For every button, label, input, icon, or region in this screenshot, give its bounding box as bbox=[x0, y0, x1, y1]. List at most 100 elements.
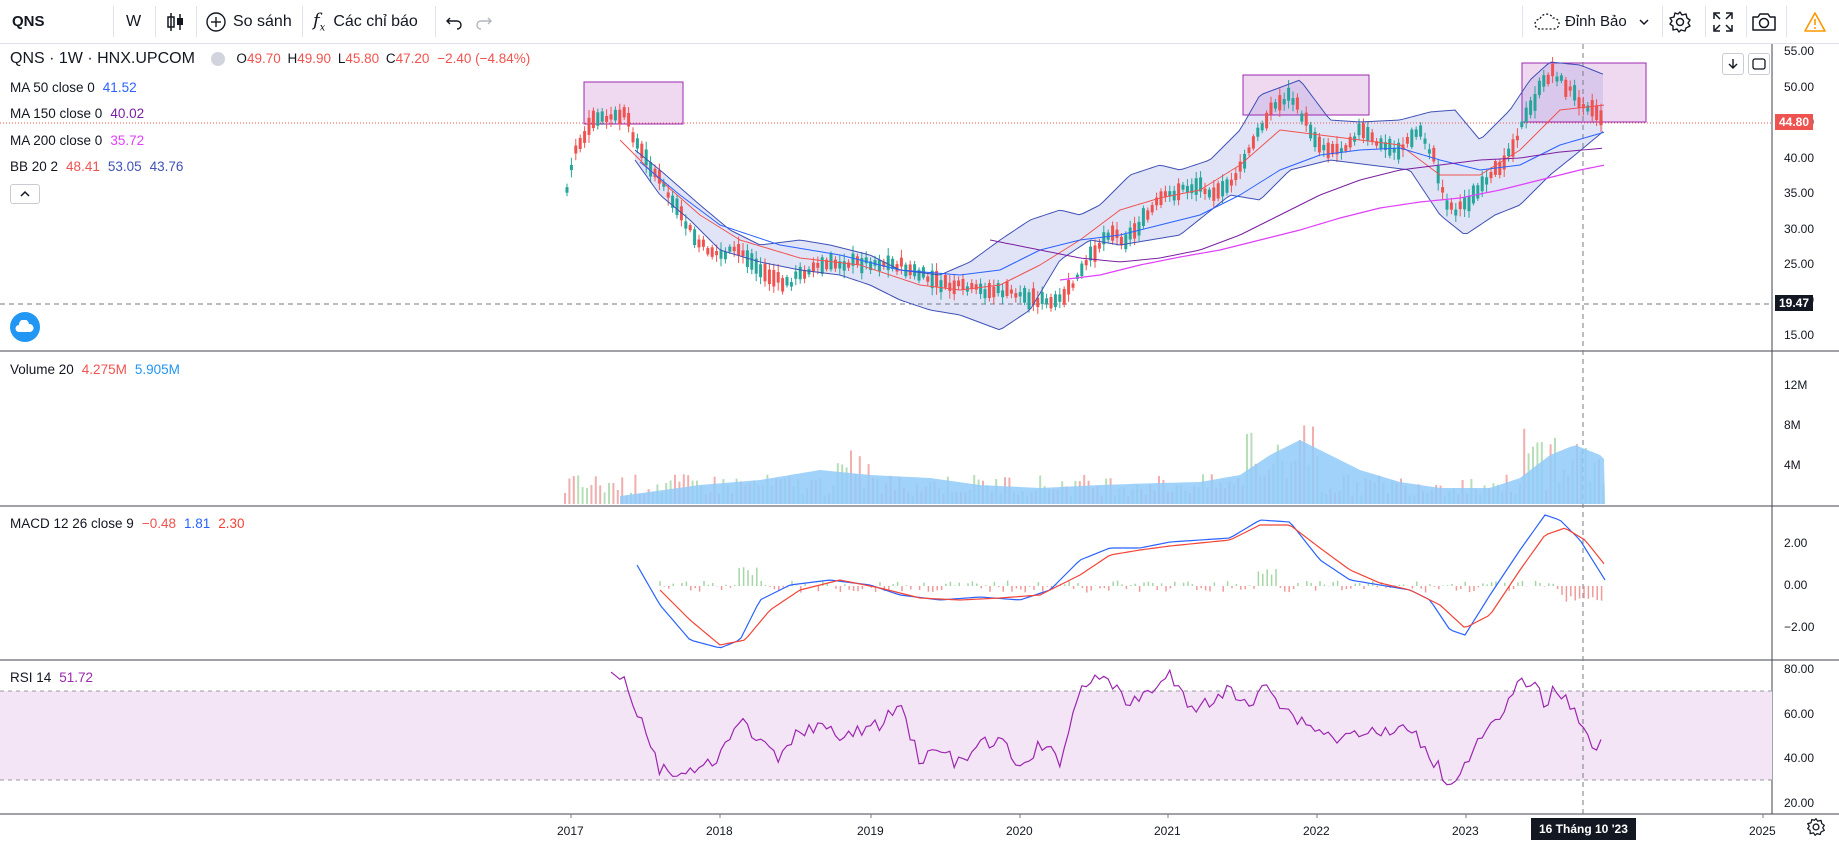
volume-ma-area bbox=[620, 440, 1605, 504]
candle-body bbox=[1383, 142, 1387, 151]
candle-body bbox=[873, 260, 877, 266]
candle-body bbox=[578, 137, 582, 149]
chart-area[interactable]: QNS · 1W · HNX.UPCOM O49.70 H49.90 L45.8… bbox=[0, 44, 1839, 850]
candle-body bbox=[1344, 145, 1348, 151]
collapse-legend-button[interactable] bbox=[10, 184, 40, 204]
highlight-rectangle[interactable] bbox=[583, 81, 684, 125]
candle-body bbox=[1414, 129, 1418, 137]
candle-body bbox=[1335, 143, 1339, 155]
candle-body bbox=[715, 251, 719, 256]
candle-body bbox=[1515, 135, 1519, 141]
fullscreen-button[interactable] bbox=[1712, 0, 1734, 43]
divider bbox=[1705, 6, 1706, 37]
candle-body bbox=[1529, 100, 1533, 115]
snapshot-button[interactable] bbox=[1751, 0, 1777, 43]
redo-button[interactable] bbox=[474, 0, 494, 43]
candle-body bbox=[1018, 292, 1022, 297]
volume-bar bbox=[572, 476, 575, 504]
plus-circle-icon bbox=[206, 11, 226, 32]
candle-body bbox=[1155, 197, 1159, 206]
divider bbox=[435, 6, 436, 37]
candle-body bbox=[1093, 245, 1097, 262]
volume-tick-label: 8M bbox=[1784, 418, 1801, 432]
volume-bar bbox=[634, 474, 637, 504]
candle-body bbox=[1150, 204, 1154, 213]
arrow-down-icon bbox=[1728, 59, 1738, 69]
volume-legend[interactable]: Volume 20 4.275M 5.905M bbox=[10, 362, 180, 377]
candle-body bbox=[996, 283, 1000, 294]
brand-logo[interactable] bbox=[10, 312, 40, 342]
candle-body bbox=[1507, 148, 1511, 157]
candle-body bbox=[675, 198, 679, 216]
candle-body bbox=[1137, 221, 1141, 236]
candle-body bbox=[833, 259, 837, 269]
ma150-legend[interactable]: MA 150 close 0 40.02 bbox=[10, 106, 145, 121]
chart-type-button[interactable] bbox=[166, 0, 186, 43]
ma50-legend[interactable]: MA 50 close 0 41.52 bbox=[10, 80, 137, 95]
candle-body bbox=[842, 261, 846, 271]
candle-body bbox=[1014, 293, 1018, 298]
candle-body bbox=[649, 162, 653, 177]
candle-body bbox=[877, 259, 881, 272]
candle-body bbox=[1309, 124, 1313, 139]
bb-legend[interactable]: BB 20 2 48.41 53.05 43.76 bbox=[10, 159, 184, 174]
chart-canvas[interactable] bbox=[0, 44, 1839, 850]
time-tick-label: 2022 bbox=[1303, 824, 1330, 838]
candle-body bbox=[754, 258, 758, 274]
candle-body bbox=[583, 131, 587, 143]
candle-body bbox=[1177, 183, 1181, 201]
interval-button[interactable]: W bbox=[126, 12, 142, 30]
candle-body bbox=[1005, 281, 1009, 296]
time-tick-label: 2020 bbox=[1006, 824, 1033, 838]
settings-button[interactable] bbox=[1668, 0, 1692, 43]
undo-button[interactable] bbox=[444, 0, 464, 43]
candle-body bbox=[943, 274, 947, 288]
candlestick-series[interactable] bbox=[565, 57, 1603, 314]
candle-body bbox=[1089, 246, 1093, 261]
scroll-down-button[interactable] bbox=[1722, 53, 1744, 75]
macd-signal-line bbox=[659, 524, 1605, 646]
candle-body bbox=[781, 278, 785, 292]
candle-body bbox=[1564, 79, 1568, 97]
candle-body bbox=[1053, 294, 1057, 307]
candle-body bbox=[1067, 280, 1071, 295]
last-price-tag: 44.80 bbox=[1775, 114, 1814, 130]
compare-button[interactable]: So sánh bbox=[205, 0, 292, 43]
candle-body bbox=[1009, 289, 1013, 294]
bollinger-basis-line bbox=[619, 104, 1605, 291]
candle-body bbox=[794, 271, 798, 279]
candle-body bbox=[767, 269, 771, 285]
candle-body bbox=[1027, 292, 1031, 310]
ma200-legend[interactable]: MA 200 close 0 35.72 bbox=[10, 133, 145, 148]
symbol-search[interactable]: QNS bbox=[12, 13, 45, 30]
candle-body bbox=[1023, 287, 1027, 303]
volume-bar bbox=[603, 492, 606, 504]
rsi-legend[interactable]: RSI 14 51.72 bbox=[10, 670, 94, 685]
candle-body bbox=[1524, 107, 1528, 123]
candle-body bbox=[957, 280, 961, 287]
candle-body bbox=[644, 149, 648, 166]
candle-body bbox=[750, 253, 754, 270]
indicators-button[interactable]: fx Các chỉ báo bbox=[313, 0, 418, 43]
candle-body bbox=[1361, 123, 1365, 139]
time-axis[interactable] bbox=[570, 814, 1764, 818]
layout-button[interactable]: Đỉnh Bảo bbox=[1533, 0, 1651, 43]
maximize-pane-button[interactable] bbox=[1748, 53, 1770, 75]
candle-body bbox=[697, 239, 701, 248]
chart-settings-button[interactable] bbox=[1806, 817, 1826, 842]
candle-body bbox=[728, 246, 732, 252]
highlight-rectangle[interactable] bbox=[1521, 62, 1647, 123]
time-tick-label: 2021 bbox=[1154, 824, 1181, 838]
macd-tick-label: 0.00 bbox=[1784, 578, 1808, 592]
layout-label: Đỉnh Bảo bbox=[1565, 13, 1627, 30]
symbol-legend[interactable]: QNS · 1W · HNX.UPCOM O49.70 H49.90 L45.8… bbox=[10, 50, 530, 68]
candle-body bbox=[785, 277, 789, 286]
macd-legend[interactable]: MACD 12 26 close 9 −0.48 1.81 2.30 bbox=[10, 516, 245, 531]
candle-body bbox=[1445, 200, 1449, 210]
candle-body bbox=[935, 271, 939, 287]
price-tick-label: 25.00 bbox=[1784, 257, 1815, 271]
candle-body bbox=[591, 110, 595, 129]
candle-body bbox=[569, 164, 573, 171]
time-tick-label: 2023 bbox=[1452, 824, 1479, 838]
warning-button[interactable] bbox=[1804, 0, 1826, 43]
